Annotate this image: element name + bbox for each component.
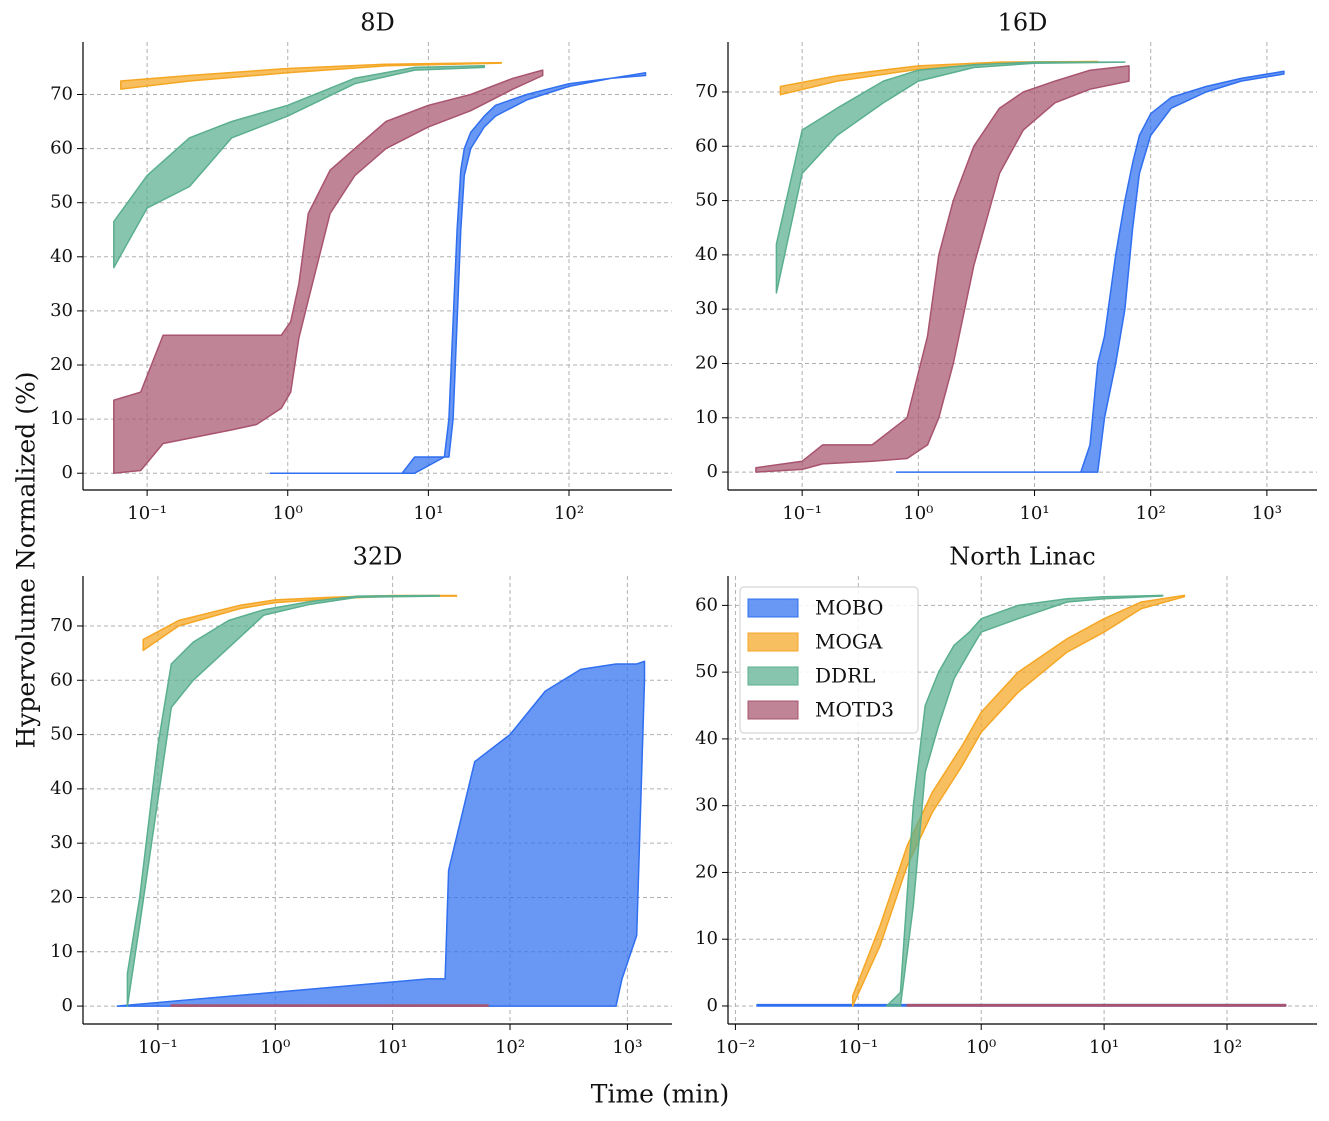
band: [170, 1004, 489, 1007]
y-tick-label: 70: [50, 83, 73, 104]
band: [113, 65, 486, 269]
y-tick-label: 40: [695, 728, 718, 749]
x-tick-label: 10¹: [413, 503, 443, 524]
band: [142, 594, 458, 652]
x-tick-label: 10⁻²: [716, 1037, 756, 1058]
band: [120, 61, 503, 90]
legend-swatch: [747, 666, 799, 686]
y-tick-label: 20: [695, 352, 718, 373]
y-tick-label: 20: [50, 354, 73, 375]
x-tick-label: 10⁻¹: [138, 1037, 178, 1058]
y-tick-label: 10: [695, 407, 718, 428]
y-tick-label: 30: [50, 832, 73, 853]
y-tick-label: 0: [62, 462, 73, 483]
y-tick-label: 70: [50, 615, 73, 636]
y-tick-label: 70: [695, 81, 718, 102]
y-tick-label: 40: [50, 778, 73, 799]
y-tick-label: 50: [695, 661, 718, 682]
x-tick-label: 10³: [1252, 503, 1282, 524]
y-tick-label: 30: [695, 298, 718, 319]
chart-title: North Linac: [949, 543, 1095, 571]
y-tick-label: 10: [695, 928, 718, 949]
legend-label: DDRL: [815, 664, 875, 688]
y-tick-label: 10: [50, 941, 73, 962]
x-tick-label: 10²: [1212, 1037, 1242, 1058]
x-tick-label: 10²: [1136, 503, 1166, 524]
y-tick-label: 30: [50, 300, 73, 321]
y-tick-label: 20: [695, 861, 718, 882]
y-tick-label: 0: [707, 461, 718, 482]
x-tick-label: 10¹: [1019, 503, 1049, 524]
x-tick-label: 10⁰: [966, 1037, 996, 1058]
chart-title: 16D: [998, 9, 1048, 37]
y-tick-label: 0: [707, 995, 718, 1016]
y-tick-label: 20: [50, 886, 73, 907]
y-tick-label: 50: [50, 724, 73, 745]
x-tick-label: 10⁻¹: [127, 503, 167, 524]
y-tick-label: 60: [695, 135, 718, 156]
band: [113, 69, 544, 474]
y-tick-label: 10: [50, 408, 73, 429]
x-tick-label: 10⁻¹: [782, 503, 822, 524]
legend-swatch: [747, 700, 799, 720]
chart-title: 8D: [360, 9, 395, 37]
y-tick-label: 40: [50, 246, 73, 267]
x-tick-label: 10⁰: [903, 503, 933, 524]
legend-swatch: [747, 598, 799, 618]
y-axis-label: Hypervolume Normalized (%): [12, 371, 41, 748]
band: [906, 1003, 1287, 1007]
band: [126, 594, 441, 1007]
y-tick-label: 40: [695, 244, 718, 265]
y-tick-label: 0: [62, 995, 73, 1016]
x-tick-label: 10¹: [378, 1037, 408, 1058]
band: [755, 65, 1130, 473]
x-tick-label: 10⁻¹: [839, 1037, 879, 1058]
x-axis-label: Time (min): [591, 1080, 729, 1109]
x-tick-label: 10⁰: [273, 503, 303, 524]
band: [775, 61, 1126, 294]
x-tick-label: 10²: [554, 503, 584, 524]
band: [116, 660, 646, 1007]
legend-label: MOGA: [815, 630, 883, 654]
legend-label: MOBO: [815, 596, 883, 620]
x-tick-label: 10¹: [1089, 1037, 1119, 1058]
y-tick-label: 50: [695, 190, 718, 211]
y-tick-label: 30: [695, 795, 718, 816]
band: [851, 594, 1186, 1007]
band: [269, 72, 647, 474]
y-tick-label: 50: [50, 192, 73, 213]
x-tick-label: 10³: [612, 1037, 642, 1058]
legend-label: MOTD3: [815, 698, 894, 722]
legend-swatch: [747, 632, 799, 652]
chart-title: 32D: [353, 543, 403, 571]
x-tick-label: 10²: [495, 1037, 525, 1058]
band: [895, 70, 1285, 473]
y-tick-label: 60: [50, 669, 73, 690]
y-tick-label: 60: [695, 594, 718, 615]
band: [885, 594, 1164, 1007]
legend-box: [739, 586, 919, 734]
y-tick-label: 60: [50, 138, 73, 159]
x-tick-label: 10⁰: [260, 1037, 290, 1058]
